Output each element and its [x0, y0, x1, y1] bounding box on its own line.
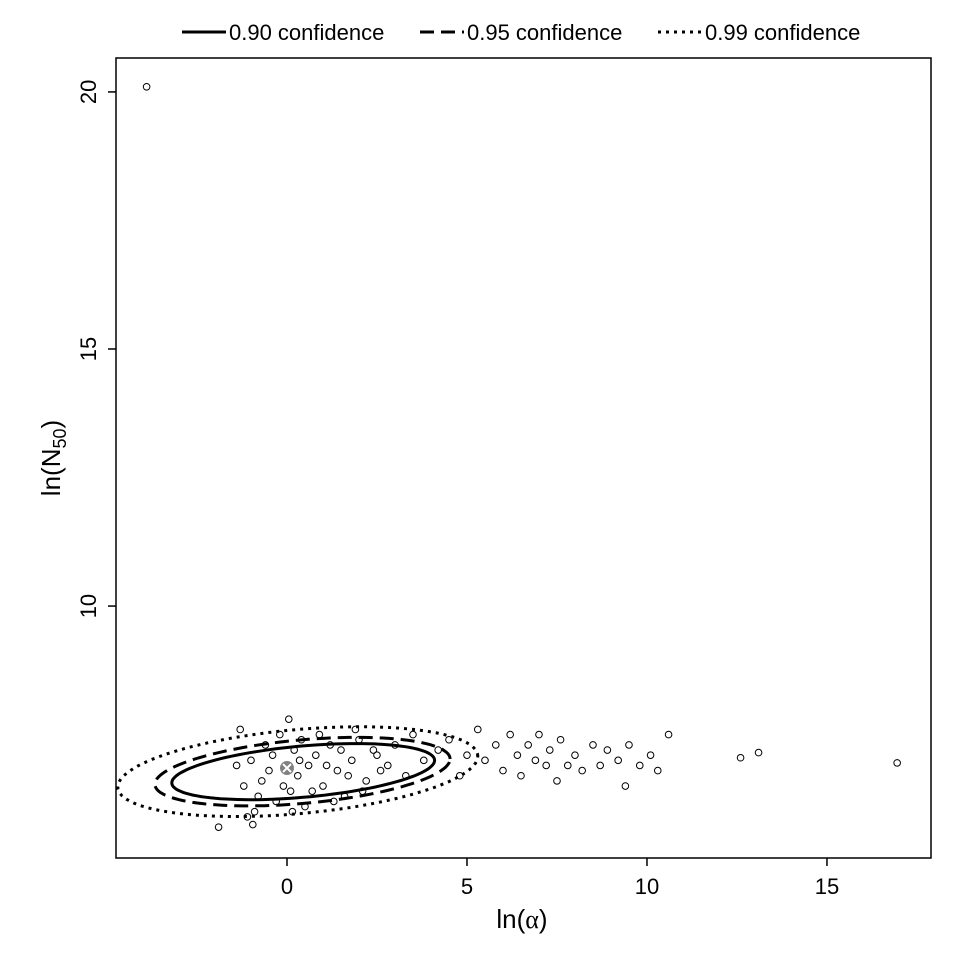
point [445, 735, 453, 744]
point [319, 782, 327, 790]
point [893, 759, 901, 767]
point [463, 751, 471, 759]
point [376, 766, 385, 775]
point [214, 823, 223, 831]
point [279, 782, 288, 790]
point [499, 766, 507, 775]
y-label-part: ln(N [36, 449, 66, 497]
x-label-part: ) [539, 904, 548, 934]
point [232, 761, 241, 770]
point [491, 741, 500, 749]
point [337, 746, 345, 754]
x-tick-label: 5 [461, 874, 473, 899]
y-axis-label: ln(N50) [36, 420, 70, 496]
point [257, 777, 266, 785]
y-tick-label: 10 [76, 594, 101, 618]
point [556, 735, 565, 744]
point [646, 751, 655, 759]
point [621, 782, 630, 790]
point [239, 782, 248, 790]
point [304, 761, 313, 770]
point [545, 746, 554, 754]
legend-label: 0.90 confidence [229, 20, 384, 45]
point [311, 751, 320, 759]
point [653, 766, 662, 775]
point [481, 756, 489, 765]
point [293, 771, 302, 780]
point [578, 766, 586, 775]
point [347, 756, 356, 765]
point [383, 761, 392, 770]
point [473, 725, 482, 734]
point [754, 748, 763, 757]
confidence-ellipse [170, 742, 437, 802]
point [736, 753, 745, 762]
point [236, 725, 244, 734]
point [553, 777, 561, 785]
point [603, 746, 612, 754]
point [614, 756, 622, 765]
point [268, 751, 277, 759]
point [625, 741, 633, 749]
y-label-part: 50 [50, 428, 70, 448]
point [295, 756, 304, 765]
point [284, 715, 293, 723]
point [563, 761, 572, 770]
x-tick-label: 0 [281, 874, 293, 899]
point [247, 756, 255, 765]
legend-label: 0.95 confidence [467, 20, 622, 45]
point [333, 766, 342, 775]
point [571, 751, 579, 759]
point [434, 746, 442, 754]
point [542, 761, 550, 770]
point [531, 756, 540, 765]
point [664, 730, 673, 739]
y-label-part: ) [36, 420, 66, 429]
center-cross [282, 763, 292, 773]
point [275, 730, 284, 739]
legend-label: 0.99 confidence [705, 20, 860, 45]
point [344, 771, 352, 780]
plot-frame [115, 57, 932, 859]
y-tick-label: 15 [76, 337, 101, 361]
confidence-ellipse [116, 725, 480, 818]
point [373, 751, 381, 759]
y-tick-label: 20 [76, 80, 101, 104]
point [419, 756, 428, 765]
point [248, 820, 257, 829]
point [265, 766, 273, 775]
point [322, 761, 331, 770]
x-axis-label: ln(α) [496, 904, 547, 934]
point [517, 771, 525, 780]
point [409, 730, 417, 739]
point [286, 787, 295, 795]
x-tick-label: 10 [635, 874, 659, 899]
point [308, 787, 316, 795]
point [142, 82, 151, 91]
x-tick-label: 15 [815, 874, 839, 899]
point [535, 730, 543, 739]
x-label-part: α [525, 905, 539, 934]
point [635, 761, 644, 770]
point [250, 807, 259, 816]
point [369, 746, 378, 754]
point [513, 751, 522, 759]
point [596, 761, 604, 770]
point [362, 777, 370, 785]
point [589, 741, 597, 749]
point [351, 725, 360, 734]
point [524, 741, 532, 749]
point [506, 730, 514, 739]
x-label-part: ln( [496, 904, 525, 934]
